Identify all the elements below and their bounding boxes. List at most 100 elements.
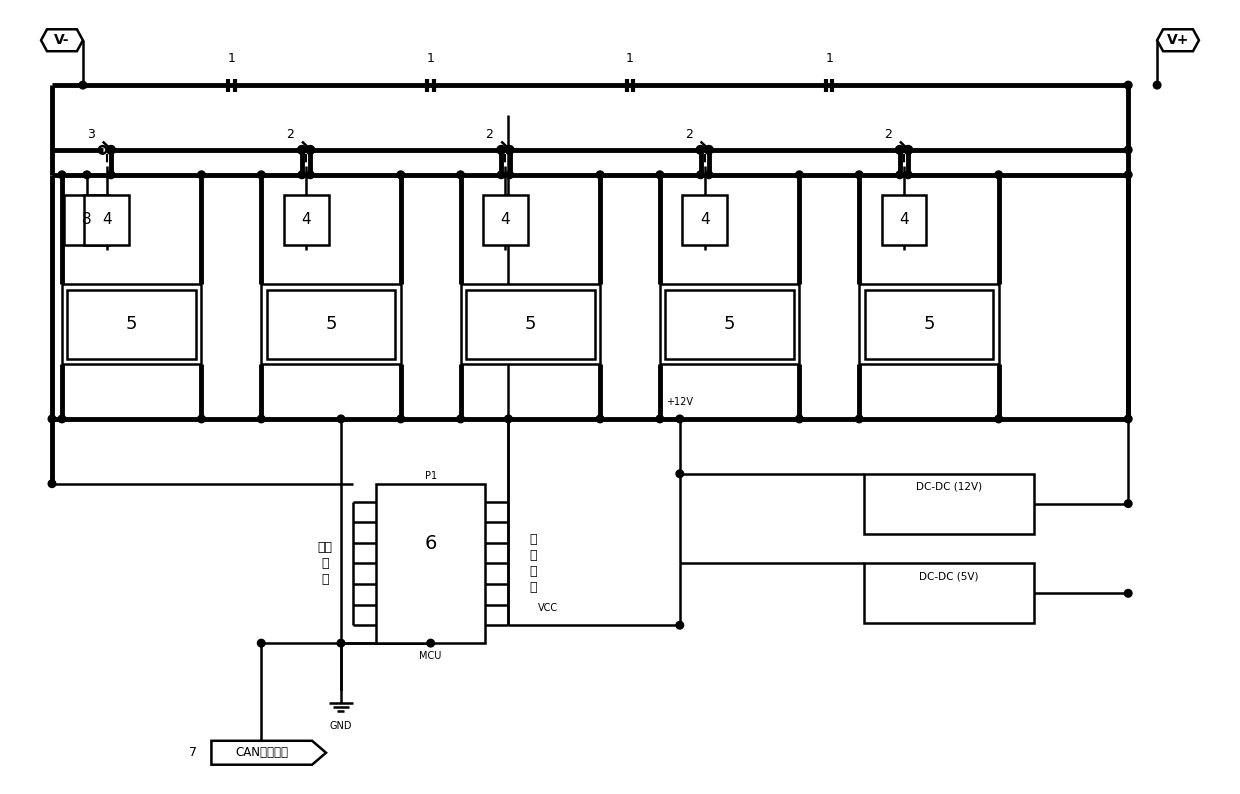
Circle shape [1125,81,1132,89]
Circle shape [1125,146,1132,154]
Text: 2: 2 [486,129,494,141]
Bar [864,564,1034,623]
Text: 4: 4 [699,212,709,227]
Circle shape [48,480,56,488]
Text: CAN通信总线: CAN通信总线 [236,746,288,759]
Text: 4: 4 [501,212,510,227]
Circle shape [258,415,265,422]
Text: VCC: VCC [538,603,558,613]
Circle shape [497,146,505,154]
Text: 5: 5 [923,315,935,333]
Circle shape [676,415,683,422]
Circle shape [58,415,66,422]
Text: MCU: MCU [419,651,441,661]
Circle shape [796,415,804,422]
Circle shape [676,470,683,477]
Bar [864,290,993,359]
Circle shape [298,146,306,154]
Text: 4: 4 [301,212,311,227]
Circle shape [497,171,505,179]
Circle shape [58,171,66,179]
Text: +12V: +12V [666,397,693,407]
Circle shape [427,639,434,647]
Bar [84,195,129,245]
Circle shape [706,171,713,179]
Text: 驱动
信
号: 驱动 信 号 [317,541,332,586]
Circle shape [48,415,56,422]
Text: 5: 5 [525,315,536,333]
Text: 8: 8 [82,212,92,227]
Text: 5: 5 [126,315,138,333]
Circle shape [258,639,265,647]
Circle shape [596,171,604,179]
Circle shape [904,146,911,154]
Bar [666,290,794,359]
Bar [466,290,595,359]
Circle shape [107,171,115,179]
Circle shape [897,171,904,179]
Circle shape [994,415,1002,422]
Text: 1: 1 [227,52,236,65]
Circle shape [697,171,704,179]
Text: 2: 2 [884,129,892,141]
Circle shape [505,415,512,422]
Circle shape [397,171,404,179]
Circle shape [197,415,206,422]
Text: 6: 6 [424,534,436,553]
Circle shape [1125,171,1132,179]
Text: 5: 5 [724,315,735,333]
Text: 1: 1 [626,52,634,65]
Bar [460,284,600,364]
Bar [864,474,1034,534]
Circle shape [994,171,1002,179]
Bar [859,284,998,364]
Bar [64,195,109,245]
Text: 7: 7 [190,746,197,759]
Polygon shape [212,741,326,765]
Circle shape [856,171,863,179]
Circle shape [904,146,911,154]
Circle shape [337,639,345,647]
Circle shape [298,171,306,179]
Circle shape [337,415,345,422]
Polygon shape [41,29,83,52]
Circle shape [856,415,863,422]
Text: 4: 4 [102,212,112,227]
Circle shape [79,81,87,89]
Bar [882,195,926,245]
Circle shape [306,146,314,154]
Circle shape [706,146,713,154]
Text: V-: V- [55,33,69,48]
Circle shape [258,171,265,179]
Text: 2: 2 [286,129,294,141]
Circle shape [1125,415,1132,422]
Circle shape [676,622,683,629]
Circle shape [456,171,464,179]
Text: DC-DC (5V): DC-DC (5V) [919,572,978,581]
Bar [660,284,800,364]
Circle shape [197,171,206,179]
Text: 2: 2 [684,129,693,141]
Circle shape [897,146,904,154]
Text: 5: 5 [325,315,337,333]
Circle shape [1153,81,1161,89]
Circle shape [83,171,91,179]
Circle shape [656,171,663,179]
Circle shape [697,146,704,154]
Circle shape [107,146,115,154]
Bar [67,290,196,359]
Text: GND: GND [330,721,352,730]
Circle shape [1125,589,1132,597]
Text: P1: P1 [424,471,436,480]
Polygon shape [1157,29,1199,52]
Bar [262,284,401,364]
Bar [267,290,396,359]
Bar [62,284,201,364]
Bar [284,195,329,245]
Circle shape [904,171,911,179]
Circle shape [796,171,804,179]
Text: 电
压
采
集: 电 压 采 集 [529,533,537,594]
Circle shape [1125,500,1132,507]
Text: 1: 1 [427,52,434,65]
Circle shape [456,415,464,422]
